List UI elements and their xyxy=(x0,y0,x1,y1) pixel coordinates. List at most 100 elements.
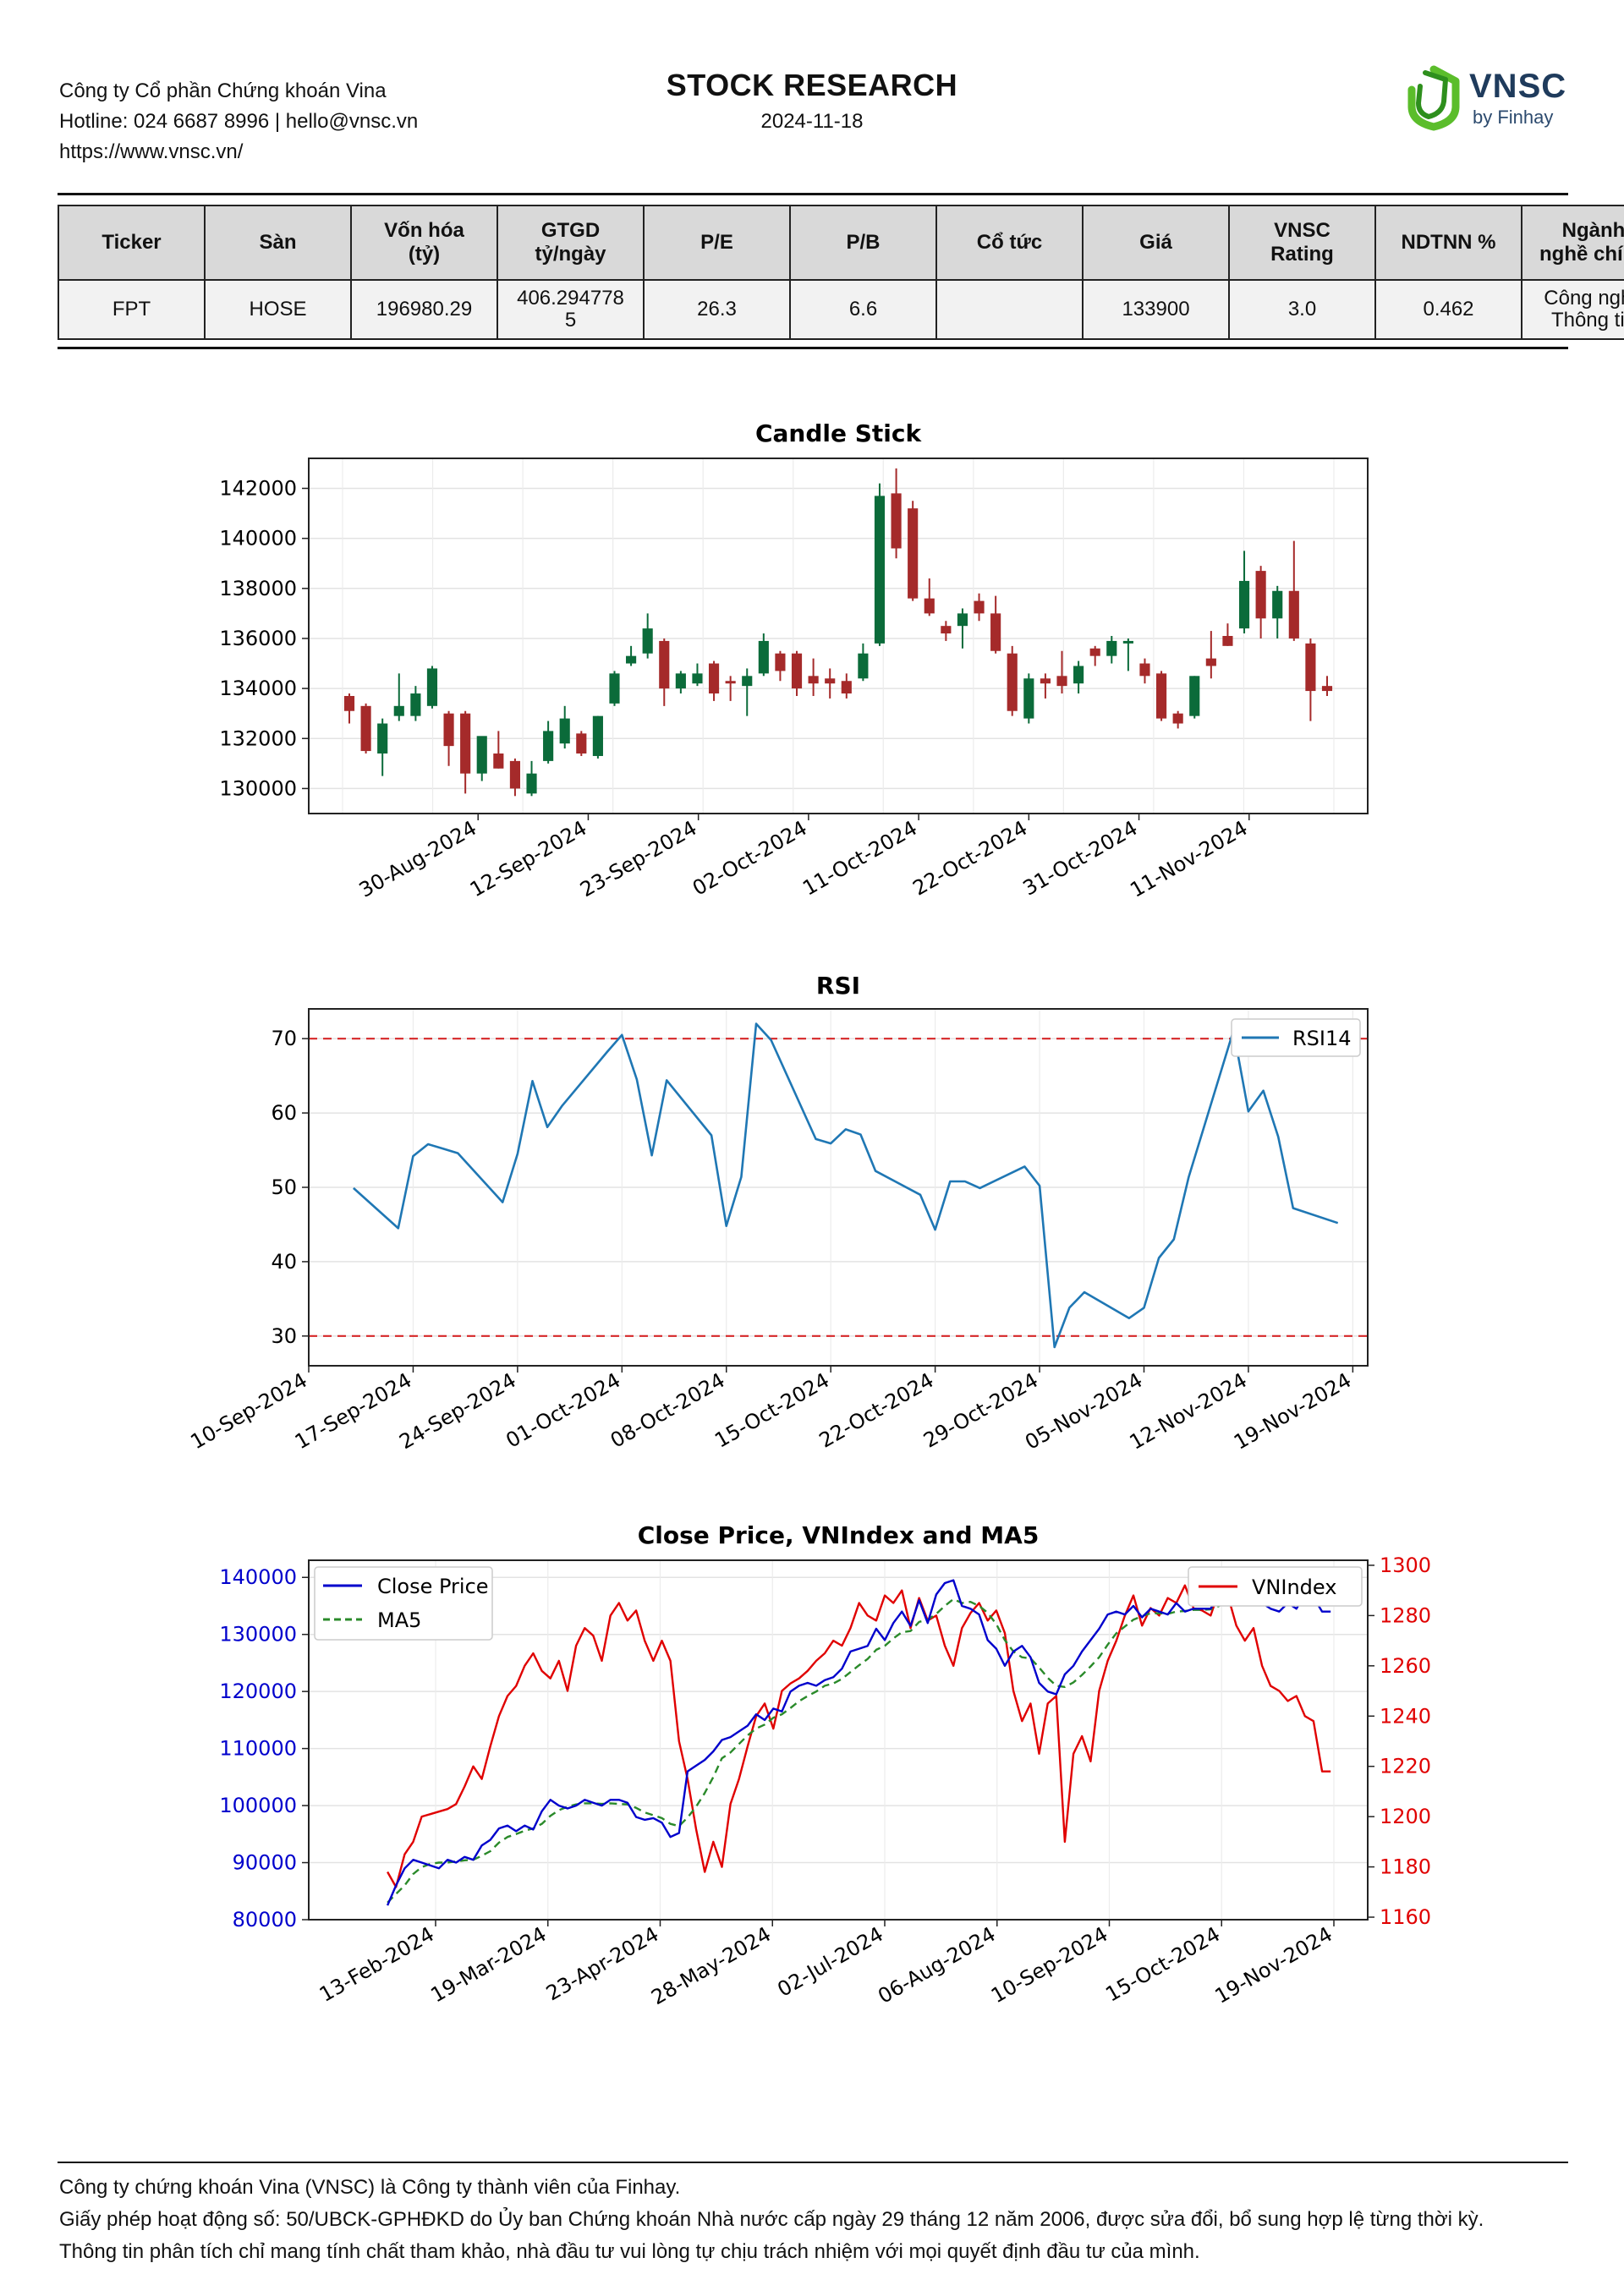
table-header-cell: Vốn hóa (tỷ) xyxy=(350,205,498,281)
candle-body xyxy=(1056,676,1067,687)
footer-line-3: Thông tin phân tích chỉ mang tính chất t… xyxy=(59,2240,1200,2263)
candle-body xyxy=(1007,653,1018,711)
rsi-legend-label: RSI14 xyxy=(1292,1027,1352,1050)
x-tick-label: 10-Sep-2024 xyxy=(186,1368,311,1454)
table-cell: 133900 xyxy=(1082,279,1230,340)
candle-body xyxy=(692,673,703,684)
candle-body xyxy=(825,678,836,684)
candle-body xyxy=(576,733,587,754)
hotline-text: Hotline: 024 6687 8996 | hello@vnsc.vn xyxy=(59,110,419,133)
candle-body xyxy=(559,718,570,744)
candle-body xyxy=(841,681,852,694)
rsi-chart-svg: RSI 30 40 50 60 70 10-Sep-202417-Sep-202424-… xyxy=(186,972,1369,1455)
x-tick-label: 30-Aug-2024 xyxy=(355,816,480,902)
candle-body xyxy=(808,676,819,684)
candle-body xyxy=(675,673,686,689)
y-tick-label: 136000 xyxy=(219,627,297,650)
logo-mark-icon xyxy=(1407,65,1460,131)
candle-body xyxy=(775,653,786,671)
price-chart-title: Close Price, VNIndex and MA5 xyxy=(638,1521,1040,1549)
candle-body xyxy=(543,731,554,761)
table-bottom-rule xyxy=(58,347,1568,349)
candle-body xyxy=(1073,666,1084,684)
candle-body xyxy=(1321,686,1333,692)
stock-info-table: Ticker Sàn Vốn hóa (tỷ) GTGD tỷ/ngày P/E P/B Cổ … xyxy=(58,205,1624,340)
candle-body xyxy=(758,640,769,674)
vnindex-line xyxy=(387,1584,1331,1888)
x-tick-label: 23-Apr-2024 xyxy=(542,1922,663,2005)
x-tick-label: 15-Oct-2024 xyxy=(1101,1922,1224,2007)
candle-body xyxy=(592,715,603,756)
x-tick-label: 12-Nov-2024 xyxy=(1126,1368,1251,1455)
x-tick-label: 24-Sep-2024 xyxy=(395,1368,520,1454)
vnsc-logo: VNSC by Finhay xyxy=(1400,61,1569,137)
candle-body xyxy=(1023,678,1034,719)
x-tick-label: 19-Mar-2024 xyxy=(427,1922,551,2008)
table-cell: 0.462 xyxy=(1374,279,1522,340)
price-legend-left: Close Price MA5 xyxy=(314,1566,493,1641)
y-tick-label: 50 xyxy=(271,1175,297,1199)
candle-body xyxy=(426,668,438,706)
table-cell: 6.6 xyxy=(789,279,937,340)
x-tick-label: 28-May-2024 xyxy=(647,1922,775,2009)
candle-body xyxy=(858,653,869,679)
candle-body xyxy=(1089,648,1100,656)
website-link[interactable]: https://www.vnsc.vn/ xyxy=(59,140,244,163)
candle-body xyxy=(1288,590,1299,638)
candle-body xyxy=(476,736,487,774)
y-tick-label: 120000 xyxy=(219,1680,297,1703)
table-header-cell: Sàn xyxy=(204,205,352,281)
x-tick-label: 12-Sep-2024 xyxy=(466,816,591,901)
logo-subtext: by Finhay xyxy=(1473,107,1554,128)
candle-body xyxy=(377,723,388,754)
candle-body xyxy=(1106,640,1117,656)
candle-body xyxy=(1172,713,1183,724)
candle-body xyxy=(609,673,620,704)
candle-body xyxy=(791,653,803,689)
y-tick-label: 100000 xyxy=(219,1794,297,1817)
y-tick-label: 132000 xyxy=(219,726,297,750)
candle-body xyxy=(1305,643,1316,692)
candle-body xyxy=(908,508,919,599)
x-tick-label: 11-Nov-2024 xyxy=(1126,816,1251,902)
candle-body xyxy=(1122,640,1133,644)
company-name: Công ty Cổ phần Chứng khoán Vina xyxy=(59,79,387,102)
table-header-cell: P/E xyxy=(643,205,791,281)
x-tick-label: 22-Oct-2024 xyxy=(908,816,1031,901)
footer: Công ty chứng khoán Vina (VNSC) là Công … xyxy=(59,2172,1484,2268)
table-header-cell: Ticker xyxy=(58,205,206,281)
candle-body xyxy=(957,613,968,627)
table-header-cell: P/B xyxy=(789,205,937,281)
table-cell: 196980.29 xyxy=(350,279,498,340)
x-tick-label: 31-Oct-2024 xyxy=(1019,816,1142,901)
y-tick-label: 142000 xyxy=(219,476,297,500)
rsi-line xyxy=(353,1022,1339,1349)
close-price-line xyxy=(386,1570,1331,1906)
table-cell: 406.294778 5 xyxy=(497,279,645,340)
table-cell: FPT xyxy=(58,279,206,340)
table-header-cell: GTGD tỷ/ngày xyxy=(497,205,645,281)
x-tick-label: 11-Oct-2024 xyxy=(798,816,921,901)
x-tick-label: 06-Aug-2024 xyxy=(874,1922,999,2008)
candle-body xyxy=(1189,676,1200,716)
price-vnindex-chart: Close Price, VNIndex and MA5 80000 90000 1… xyxy=(0,1518,1624,2059)
ma5-legend-label: MA5 xyxy=(377,1608,421,1632)
x-tick-label: 23-Sep-2024 xyxy=(576,816,701,901)
candle-body xyxy=(1238,580,1250,629)
y-tick-label: 130000 xyxy=(219,776,297,800)
table-header-cell: NDTNN % xyxy=(1374,205,1522,281)
header-divider xyxy=(58,193,1568,195)
x-tick-label: 22-Oct-2024 xyxy=(815,1368,938,1453)
candle-body xyxy=(941,626,952,634)
x-tick-label: 19-Nov-2024 xyxy=(1211,1922,1336,2008)
candle-body xyxy=(974,600,985,614)
candle-body xyxy=(924,598,935,614)
logo-text: VNSC xyxy=(1469,68,1567,105)
x-tick-label: 15-Oct-2024 xyxy=(710,1368,833,1453)
candle-body xyxy=(1222,636,1233,646)
candle-body xyxy=(659,640,670,689)
candle-body xyxy=(874,496,886,644)
y-tick-label: 70 xyxy=(271,1027,297,1050)
y2-tick-label: 1220 xyxy=(1380,1755,1431,1778)
